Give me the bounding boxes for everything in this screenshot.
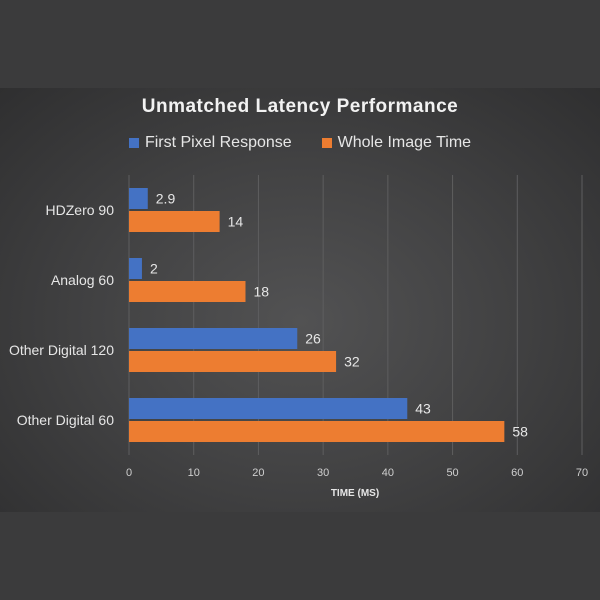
- x-axis-title: TIME (MS): [331, 488, 379, 499]
- chart-legend: First Pixel Response Whole Image Time: [0, 134, 600, 152]
- category-label: Other Digital 120: [9, 342, 114, 358]
- data-label: 26: [305, 331, 321, 347]
- data-label: 2: [150, 261, 158, 277]
- x-tick-label: 50: [446, 467, 458, 479]
- x-tick-label: 10: [188, 467, 200, 479]
- bar: [129, 421, 505, 442]
- legend-swatch-whole-image: [321, 138, 332, 148]
- x-tick-label: 0: [126, 467, 132, 479]
- x-tick-label: 70: [576, 467, 588, 479]
- x-tick-label: 40: [382, 467, 394, 479]
- bar: [129, 281, 246, 302]
- x-tick-label: 30: [317, 467, 329, 479]
- legend-swatch-first-pixel: [128, 138, 139, 148]
- data-label: 2.9: [156, 191, 176, 207]
- bar: [129, 188, 148, 209]
- legend-label-whole-image: Whole Image Time: [337, 134, 472, 151]
- bar: [129, 328, 298, 349]
- data-label: 18: [253, 284, 269, 300]
- data-label: 32: [344, 354, 360, 370]
- bar: [129, 211, 220, 232]
- legend-item-first-pixel: First Pixel Response: [128, 134, 292, 152]
- data-label: 14: [228, 214, 244, 230]
- x-tick-label: 20: [252, 467, 264, 479]
- category-label: HDZero 90: [46, 202, 115, 218]
- legend-label-first-pixel: First Pixel Response: [144, 134, 292, 151]
- x-tick-label: 60: [511, 467, 523, 479]
- data-label: 43: [415, 401, 431, 417]
- bar: [129, 351, 337, 372]
- category-label: Other Digital 60: [17, 412, 114, 428]
- data-label: 58: [512, 424, 528, 440]
- category-label: Analog 60: [51, 272, 114, 288]
- bar: [129, 258, 142, 279]
- bar: [129, 398, 408, 419]
- chart-title: Unmatched Latency Performance: [141, 96, 459, 117]
- legend-item-whole-image: Whole Image Time: [321, 134, 472, 152]
